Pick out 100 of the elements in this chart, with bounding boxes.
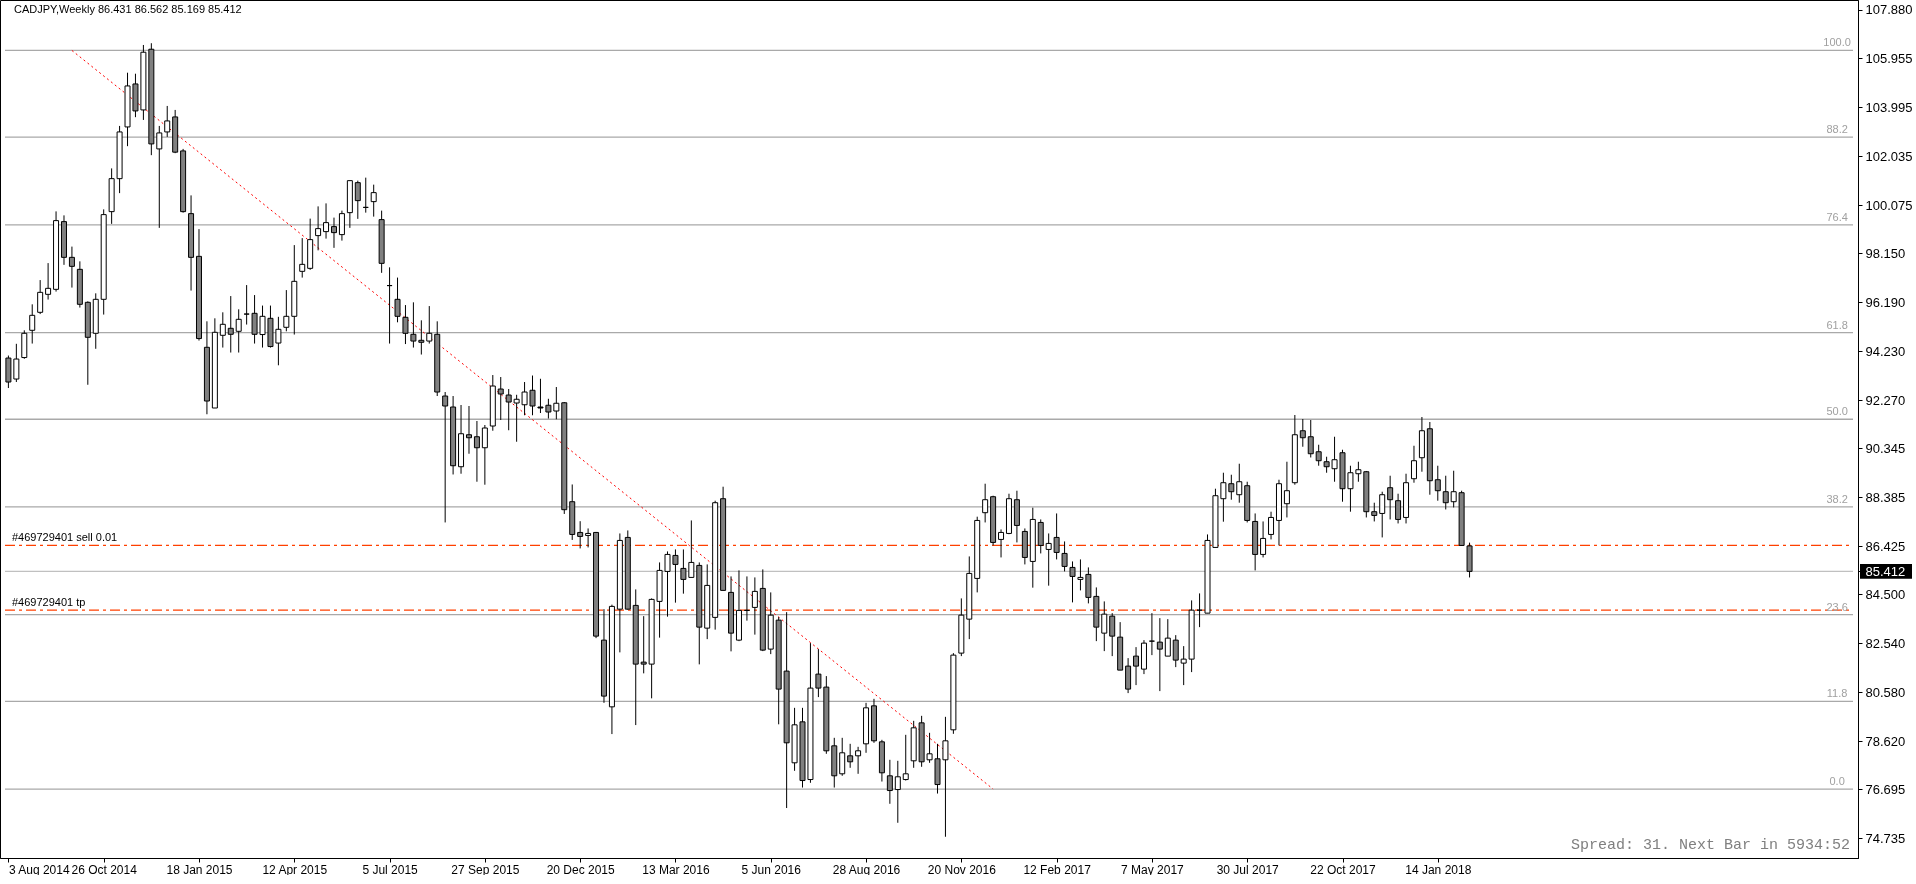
candlestick: [323, 202, 330, 240]
candlestick: [751, 576, 758, 636]
ref-line-label: #469729401 tp: [12, 596, 86, 609]
candlestick: [338, 210, 345, 242]
y-tick-label: 90.345: [1865, 440, 1906, 456]
annotation: 76.4: [1826, 210, 1848, 223]
annotation: 50.0: [1826, 405, 1848, 418]
x-tick-label: 14 Jan 2018: [1405, 862, 1472, 877]
candlestick: [219, 311, 226, 349]
y-tick-label: 92.270: [1865, 392, 1906, 408]
candlestick: [894, 760, 901, 824]
y-tick-label: 86.425: [1865, 538, 1906, 554]
y-tick-label: 98.150: [1865, 245, 1906, 261]
candlestick: [1307, 419, 1314, 458]
x-tick-label: 22 Oct 2017: [1310, 862, 1377, 877]
y-tick-label: 82.540: [1865, 635, 1906, 651]
candlestick: [156, 125, 163, 229]
candlestick: [1164, 618, 1171, 657]
candlestick: [164, 105, 171, 138]
candlestick: [1069, 560, 1076, 603]
candlestick: [902, 734, 909, 782]
y-tick-label: 76.695: [1865, 781, 1906, 797]
x-tick-label: 5 Jul 2015: [362, 862, 419, 877]
annotation: 100.0: [1823, 36, 1851, 49]
chart-title: CADJPY,Weekly 86.431 86.562 85.169 85.412: [14, 3, 242, 15]
candlestick: [839, 737, 846, 777]
candlestick: [227, 295, 234, 354]
candlestick: [299, 237, 306, 279]
annotation: 38.2: [1826, 492, 1848, 505]
annotation: Spread: 31. Next Bar in 5934:52: [1570, 837, 1850, 854]
candlestick: [1434, 465, 1441, 502]
annotation: 11.8: [1826, 687, 1848, 700]
candlestick: [235, 308, 242, 354]
x-tick-label: 30 Jul 2017: [1216, 862, 1280, 877]
y-tick-label: 103.995: [1865, 99, 1913, 115]
candlestick: [283, 289, 290, 332]
candlestick: [1442, 475, 1449, 510]
candlestick: [1268, 511, 1275, 540]
candlestick: [998, 528, 1005, 558]
candlestick: [45, 262, 52, 301]
candlestick: [370, 184, 377, 218]
x-tick-label: 18 Jan 2015: [166, 862, 233, 877]
x-tick-label: 26 Oct 2014: [71, 862, 138, 877]
candlestick: [847, 743, 854, 769]
candlestick: [1315, 444, 1322, 467]
y-tick-label: 88.385: [1865, 489, 1906, 505]
candlestick: [1037, 518, 1044, 554]
candlestick: [402, 304, 409, 345]
y-tick-label: 102.035: [1865, 148, 1913, 164]
candlestick: [1125, 657, 1132, 694]
y-tick-label: 84.500: [1865, 586, 1906, 602]
candlestick: [1283, 461, 1290, 518]
candlestick: [1101, 600, 1108, 652]
candlestick: [1410, 445, 1417, 484]
candlestick: [473, 420, 480, 483]
x-tick-label: 13 Mar 2016: [642, 862, 710, 877]
candlestick: [855, 746, 862, 775]
y-tick-label: 94.230: [1865, 343, 1906, 359]
candlestick: [886, 759, 893, 805]
candlestick: [1371, 502, 1378, 522]
candlestick: [394, 277, 401, 323]
y-tick-label: 107.880: [1865, 2, 1913, 18]
candlestick: [1260, 520, 1267, 558]
candlestick: [585, 527, 592, 548]
candlestick: [1172, 634, 1179, 668]
candlestick: [68, 246, 75, 289]
candlestick: [1387, 475, 1394, 520]
candlestick: [1379, 491, 1386, 538]
y-tick-label: 78.620: [1865, 733, 1906, 749]
candlestick: [330, 217, 337, 249]
candlestick: [1109, 612, 1116, 657]
y-tick-label: 96.190: [1865, 294, 1906, 310]
candlestick: [1148, 612, 1155, 656]
annotation: 0.0: [1829, 775, 1845, 788]
ref-line-label: #469729401 sell 0.01: [12, 531, 118, 544]
candlestick: [577, 520, 584, 549]
y-tick-label: 80.580: [1865, 684, 1906, 700]
annotation: 88.2: [1826, 123, 1848, 136]
candlestick: [243, 284, 250, 326]
candlestick: [1061, 540, 1068, 572]
candlestick: [1395, 493, 1402, 524]
candlestick: [315, 205, 322, 251]
x-tick-label: 20 Dec 2015: [546, 862, 616, 877]
candlestick: [1156, 617, 1163, 692]
candlestick: [1236, 463, 1243, 504]
candlestick: [982, 483, 989, 523]
candlestick: [29, 303, 36, 345]
y-tick-label: 85.412: [1865, 563, 1906, 579]
candlestick: [1196, 592, 1203, 628]
candlestick: [37, 279, 44, 315]
y-tick-label: 74.735: [1865, 830, 1906, 846]
y-tick-label: 105.955: [1865, 50, 1913, 66]
x-tick-label: 5 Jun 2016: [741, 862, 802, 877]
y-tick-label: 100.075: [1865, 197, 1913, 213]
annotation: 61.8: [1826, 318, 1848, 331]
x-tick-label: 12 Feb 2017: [1023, 862, 1092, 877]
candlestick: [442, 391, 449, 523]
candlestick: [354, 180, 361, 220]
candlestick: [481, 424, 488, 486]
candlestick: [1133, 646, 1140, 686]
